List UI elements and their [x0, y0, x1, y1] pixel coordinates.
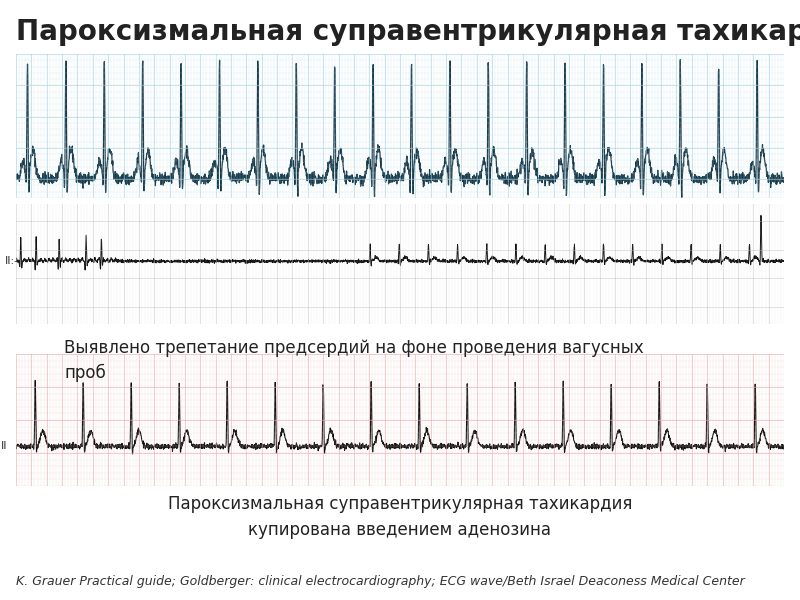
- Text: Выявлено трепетание предсердий на фоне проведения вагусных
проб: Выявлено трепетание предсердий на фоне п…: [64, 339, 644, 382]
- Text: Пароксизмальная суправентрикулярная тахикардия
купирована введением аденозина: Пароксизмальная суправентрикулярная тахи…: [168, 495, 632, 539]
- Text: II:-: II:-: [5, 256, 18, 266]
- Text: II: II: [1, 442, 7, 451]
- Text: K. Grauer Practical guide; Goldberger: clinical electrocardiography; ECG wave/Be: K. Grauer Practical guide; Goldberger: c…: [16, 575, 745, 588]
- Text: Пароксизмальная суправентрикулярная тахикардия: Пароксизмальная суправентрикулярная тахи…: [16, 18, 800, 46]
